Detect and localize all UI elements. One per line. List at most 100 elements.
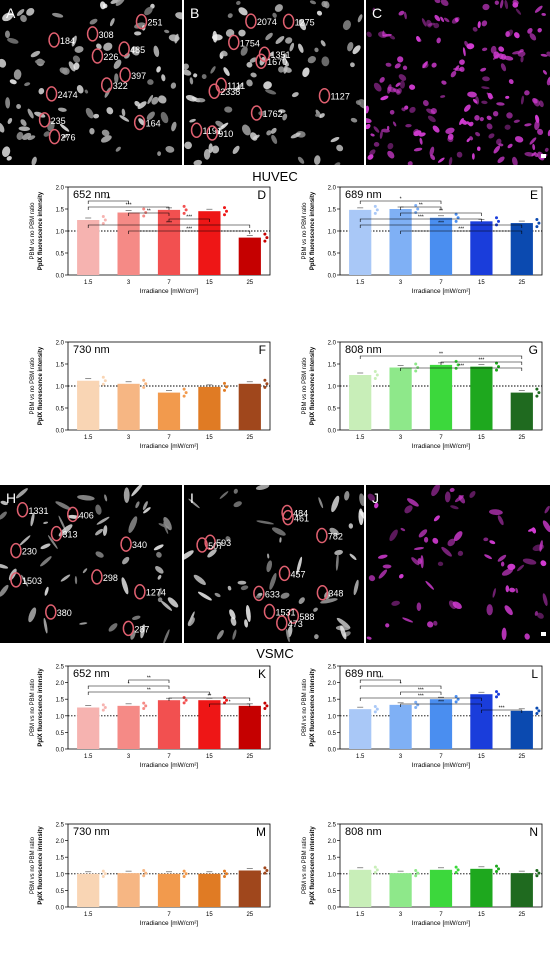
fluorescent-cell [416, 602, 422, 612]
fluorescent-cell [366, 105, 370, 114]
fluorescent-cell [400, 527, 406, 532]
y-tick-label: 1.5 [56, 208, 65, 214]
y-axis-label-bold: PpIX fluorescence intensity [38, 668, 44, 747]
cell-shape [298, 43, 304, 53]
scale-bar [541, 154, 546, 158]
cell-shape [61, 134, 69, 139]
fluorescent-cell [427, 22, 435, 26]
fluorescent-cell [453, 531, 463, 542]
cell-id-label: 184 [60, 36, 75, 46]
cell-outline [48, 32, 60, 48]
fluorescent-cell [370, 133, 375, 137]
cell-shape [219, 491, 229, 499]
cell-shape [189, 77, 194, 85]
bar [389, 873, 412, 907]
significance-label: ** [147, 209, 151, 215]
cell-shape [100, 1, 106, 10]
cell-shape [82, 568, 88, 574]
y-tick-label: 2.0 [328, 341, 337, 347]
cell-shape [16, 103, 22, 109]
y-tick-label: 1.0 [56, 385, 65, 391]
fluorescent-cell [534, 5, 543, 13]
cell-shape [246, 79, 253, 87]
cell-outline [228, 34, 240, 51]
fluorescent-cell [404, 505, 413, 514]
fluorescent-cell [507, 563, 516, 570]
cell-shape [4, 30, 10, 39]
cell-shape [314, 47, 319, 53]
data-point [182, 211, 186, 215]
cell-id-label: 507 [208, 541, 223, 551]
fluorescent-cell [504, 605, 513, 616]
fluorescent-cell [474, 115, 480, 121]
data-point [263, 385, 267, 389]
fluorescent-cell [380, 95, 389, 101]
cell-shape [291, 92, 299, 98]
cell-shape [89, 127, 95, 135]
fluorescent-cell [382, 33, 392, 37]
panel-letter: G [529, 343, 538, 357]
fluorescent-cell [433, 620, 438, 626]
data-point [537, 391, 541, 395]
fluorescent-cell [466, 138, 471, 143]
y-tick-label: 0.5 [328, 252, 337, 258]
fluorescent-cell [431, 485, 440, 497]
data-point [182, 696, 186, 700]
significance-bracket [359, 355, 523, 359]
data-point [535, 711, 539, 715]
cell-shape [20, 119, 27, 127]
y-tick-label: 0.0 [328, 274, 337, 280]
cell-shape [76, 85, 84, 94]
fluorescent-cell [413, 547, 425, 550]
data-point [184, 872, 188, 876]
cell-shape [5, 97, 11, 109]
cell-shape [238, 7, 248, 16]
cell-shape [34, 111, 46, 118]
bar [349, 209, 372, 275]
x-tick-label: 15 [478, 280, 485, 286]
cell-outline [206, 125, 218, 141]
data-point [497, 365, 501, 369]
cell-shape [298, 597, 305, 605]
cell-outline [276, 615, 288, 631]
cell-shape [280, 592, 290, 599]
significance-label: ** [106, 197, 110, 203]
cell-outline [255, 53, 267, 69]
significance-bracket [400, 703, 482, 707]
fluorescent-cell [467, 91, 477, 98]
cell-id-label: 164 [146, 118, 161, 128]
y-tick-label: 1.5 [56, 698, 65, 704]
fluorescent-cell [392, 121, 397, 127]
fluorescent-cell [385, 62, 392, 67]
bar [117, 705, 140, 749]
data-point [373, 710, 377, 714]
cell-shape [321, 56, 330, 67]
cell-shape [96, 43, 102, 50]
bar [429, 364, 453, 430]
cell-shape [347, 41, 354, 52]
data-point [142, 214, 146, 218]
fluorescent-cell [459, 59, 465, 65]
bar [389, 704, 412, 749]
bar [238, 237, 261, 275]
panel-letter-a: A [6, 5, 16, 21]
fluorescent-cell [374, 502, 379, 509]
cell-shape [108, 623, 118, 632]
cell-shape [331, 495, 340, 513]
bar [470, 694, 493, 749]
cell-shape [208, 143, 213, 154]
data-point [184, 698, 188, 702]
cell-shape [244, 619, 249, 628]
cell-id-label: 406 [79, 510, 94, 520]
cell-shape [158, 95, 167, 104]
x-tick-label: 25 [246, 435, 253, 441]
cells-a: 308 226 2474 276 184 397 235 251 485 322 164 [0, 0, 182, 165]
data-point [225, 385, 229, 389]
cell-shape [84, 89, 89, 94]
data-point [375, 208, 379, 212]
chart-title: 689 nm [345, 668, 382, 680]
cell-shape [234, 83, 244, 91]
x-tick-label: 25 [518, 280, 525, 286]
cell-shape [163, 516, 172, 531]
fluorescent-cell [504, 0, 509, 10]
